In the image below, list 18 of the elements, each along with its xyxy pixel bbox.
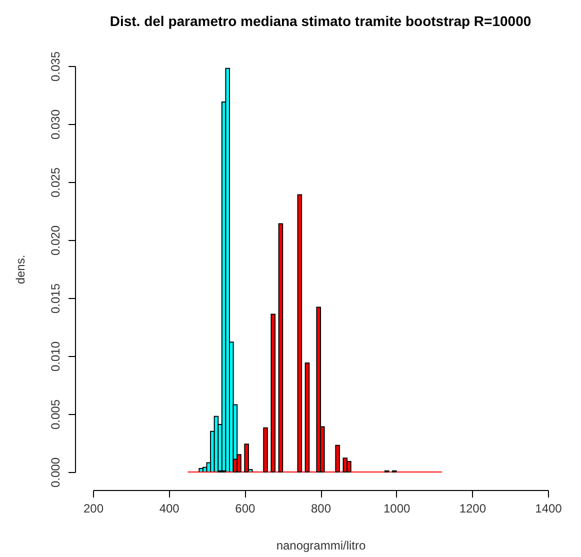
x-tick-label: 1400 [535,502,562,516]
x-tick-label: 1200 [459,502,486,516]
y-tick-label: 0.030 [48,109,62,140]
y-tick-label: 0.020 [48,225,62,256]
x-tick-label: 600 [235,502,256,516]
x-tick-label: 200 [83,502,104,516]
chart-title: Dist. del parametro mediana stimato tramite bootstrap R=10000 [110,12,532,29]
y-tick-label: 0.010 [48,341,62,372]
x-tick-label: 1000 [383,502,411,516]
y-tick-label: 0.035 [48,51,62,82]
x-tick-label: 400 [159,502,180,516]
y-axis-title: dens. [14,254,28,284]
y-tick-label: 0.015 [48,283,62,314]
y-tick-label: 0.025 [48,167,62,198]
y-tick-label: 0.005 [48,399,62,430]
x-tick-label: 800 [310,502,332,516]
y-tick-label: 0.000 [48,457,62,488]
x-axis-title: nanogrammi/litro [276,538,366,552]
